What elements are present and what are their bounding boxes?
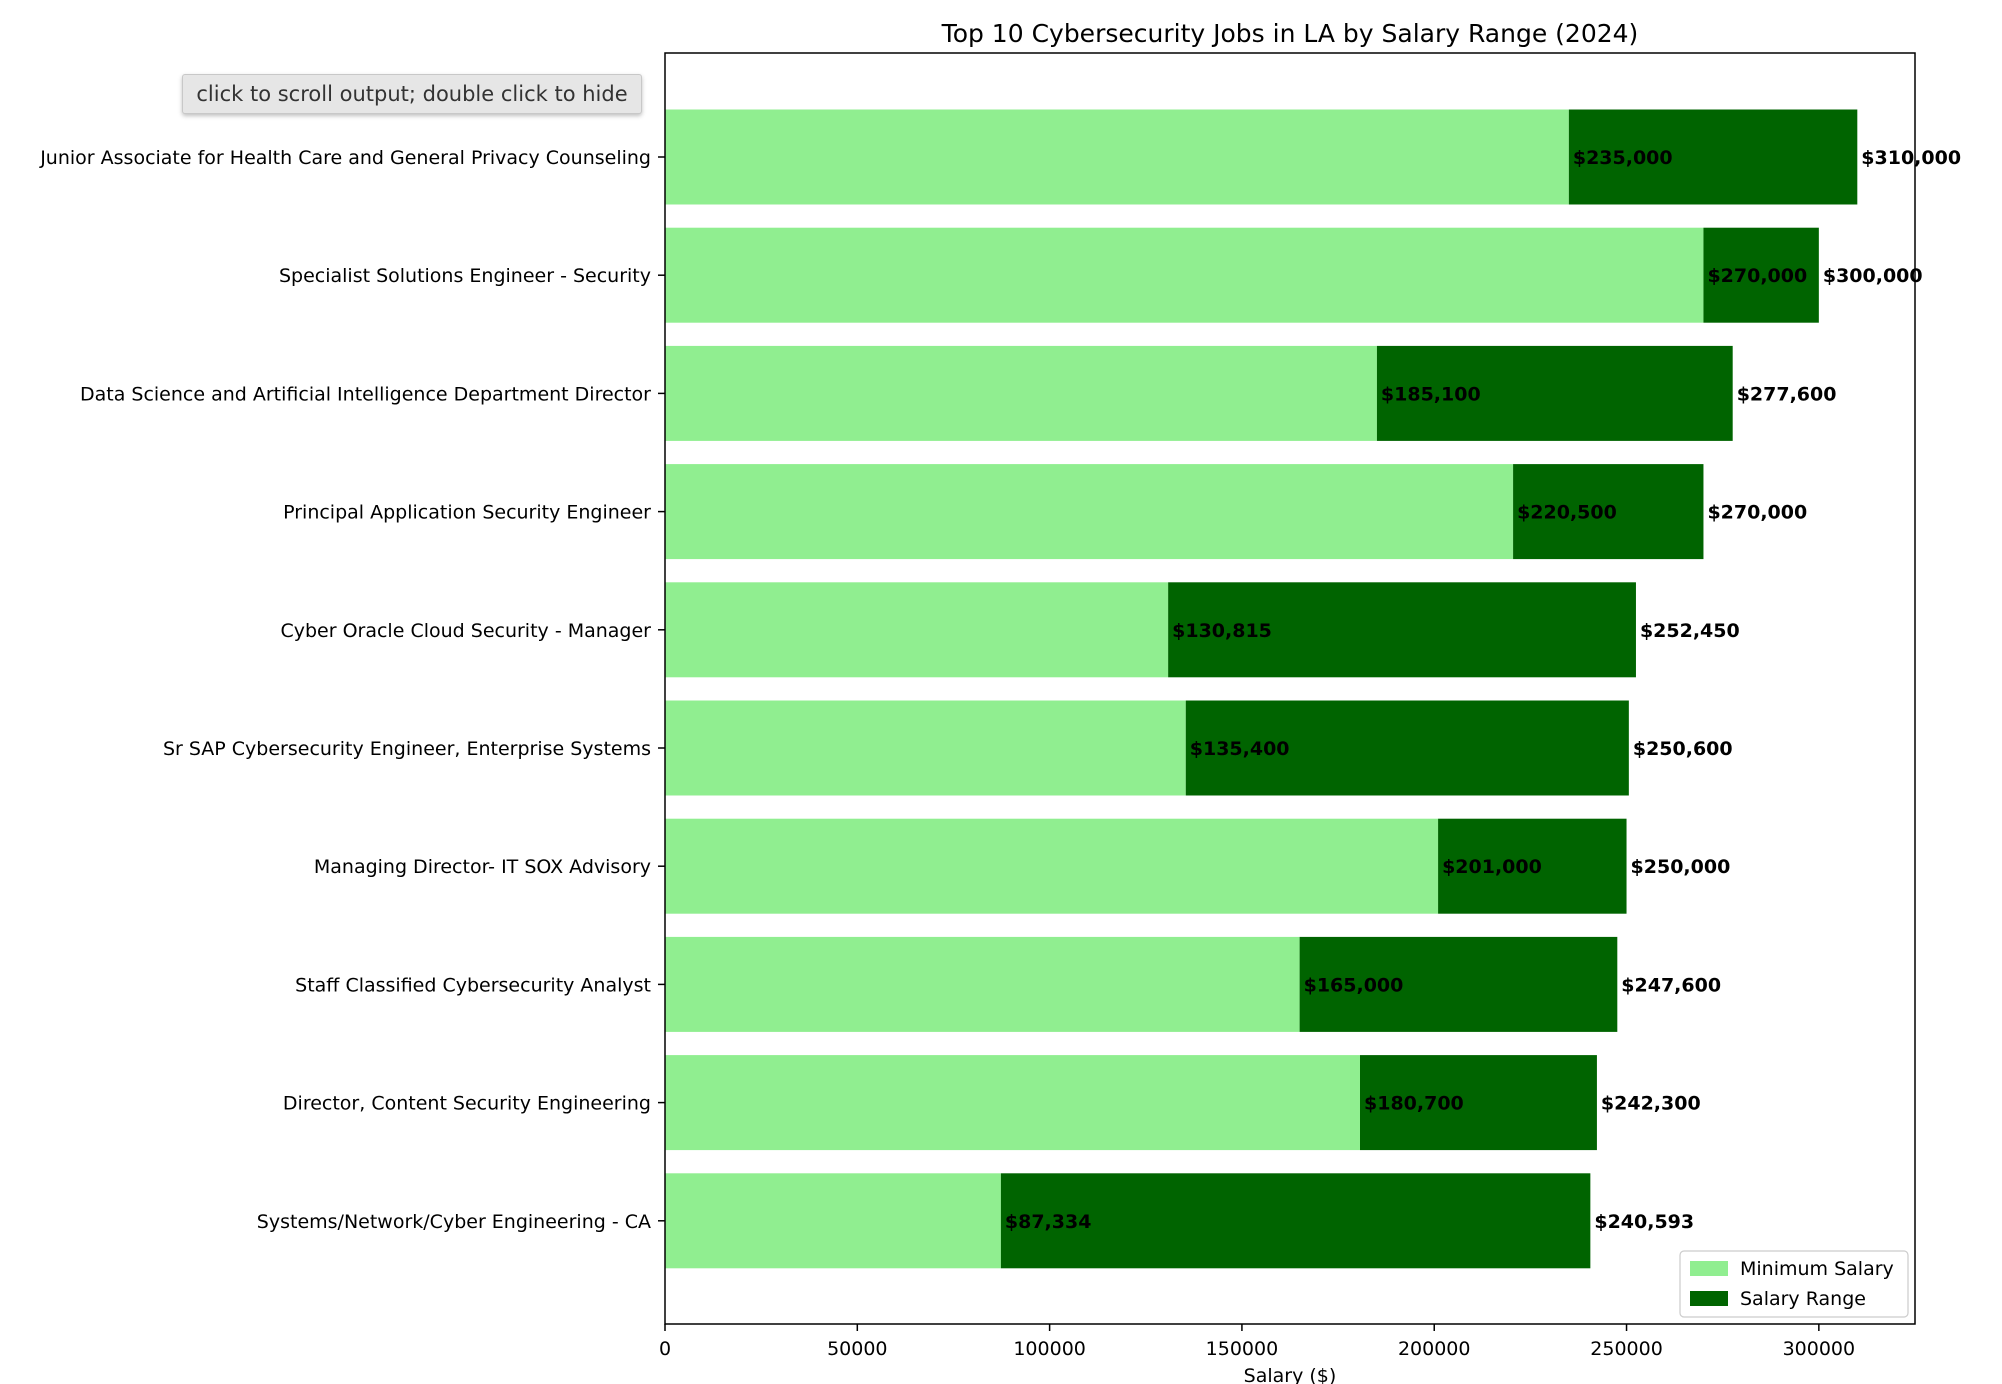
- bar-minimum-salary: [665, 1055, 1360, 1151]
- x-tick-label: 300000: [1783, 1338, 1856, 1360]
- data-label-minimum: $185,100: [1381, 383, 1481, 405]
- y-tick-label: Systems/Network/Cyber Engineering - CA: [257, 1211, 651, 1233]
- bar-salary-range: [1568, 109, 1858, 205]
- x-tick-label: 100000: [1013, 1338, 1086, 1360]
- data-label-minimum: $130,815: [1172, 620, 1272, 642]
- plot-frame: [664, 52, 1916, 1325]
- data-label-minimum: $180,700: [1364, 1093, 1464, 1115]
- y-tick-label: Junior Associate for Health Care and Gen…: [39, 147, 651, 169]
- y-tick-label: Specialist Solutions Engineer - Security: [279, 265, 651, 287]
- data-label-maximum: $250,000: [1631, 856, 1731, 878]
- bar-minimum-salary: [665, 582, 1169, 678]
- data-label-minimum: $201,000: [1442, 856, 1542, 878]
- data-label-minimum: $235,000: [1573, 147, 1673, 169]
- legend-frame: [1679, 1250, 1909, 1318]
- data-label-maximum: $247,600: [1621, 974, 1721, 996]
- data-label-minimum: $87,334: [1005, 1211, 1092, 1233]
- data-label-maximum: $242,300: [1601, 1093, 1701, 1115]
- bar-minimum-salary: [665, 227, 1704, 323]
- x-tick-label: 0: [659, 1338, 671, 1360]
- bar-salary-range: [1168, 582, 1636, 678]
- y-tick-label: Cyber Oracle Cloud Security - Manager: [280, 620, 651, 642]
- x-tick-label: 200000: [1398, 1338, 1471, 1360]
- bar-labels: $235,000 $310,000 $270,000 $300,000 $185,100…: [1005, 147, 1961, 1233]
- x-tick-label: 50000: [827, 1338, 887, 1360]
- data-label-maximum: $240,593: [1594, 1211, 1694, 1233]
- bar-salary-range: [1376, 345, 1733, 441]
- legend-swatch: [1690, 1261, 1728, 1276]
- y-tick-label: Principal Application Security Engineer: [283, 502, 651, 524]
- data-label-maximum: $300,000: [1823, 265, 1923, 287]
- y-tick-label: Data Science and Artificial Intelligence…: [80, 383, 651, 405]
- y-tick-label: Managing Director- IT SOX Advisory: [314, 856, 651, 878]
- bar-salary-range: [1513, 464, 1704, 560]
- legend-label: Salary Range: [1740, 1288, 1866, 1310]
- data-label-minimum: $220,500: [1517, 502, 1617, 524]
- bar-minimum-salary: [665, 936, 1300, 1032]
- x-axis: 0 50000 100000 150000 200000 250000 300000: [659, 1324, 1855, 1360]
- x-tick-label: 250000: [1590, 1338, 1663, 1360]
- bar-minimum-salary: [665, 1173, 1001, 1269]
- bar-salary-range: [1438, 818, 1627, 914]
- bar-minimum-salary: [665, 109, 1569, 205]
- data-label-maximum: $270,000: [1707, 502, 1807, 524]
- data-label-maximum: $252,450: [1640, 620, 1740, 642]
- x-axis-label: Salary ($): [1244, 1365, 1337, 1384]
- y-tick-label: Staff Classified Cybersecurity Analyst: [295, 974, 651, 996]
- bar-minimum-salary: [665, 345, 1377, 441]
- data-label-minimum: $165,000: [1304, 974, 1404, 996]
- legend-swatch: [1690, 1291, 1728, 1306]
- bar-minimum-salary: [665, 700, 1186, 796]
- bar-salary-range: [1185, 700, 1629, 796]
- data-label-minimum: $270,000: [1707, 265, 1807, 287]
- y-axis: Junior Associate for Health Care and Gen…: [39, 147, 665, 1233]
- bar-minimum-salary: [665, 818, 1439, 914]
- bar-minimum-salary: [665, 464, 1514, 560]
- x-tick-label: 150000: [1206, 1338, 1279, 1360]
- legend: Minimum Salary Salary Range: [1679, 1250, 1909, 1318]
- bar-salary-range: [1360, 1055, 1597, 1151]
- bar-salary-range: [1299, 936, 1618, 1032]
- data-label-minimum: $135,400: [1190, 738, 1290, 760]
- output-scroll-toggle[interactable]: click to scroll output; double click to …: [182, 74, 642, 114]
- bar-salary-range: [1000, 1173, 1591, 1269]
- bars: [665, 109, 1858, 1269]
- bar-salary-range: [1703, 227, 1819, 323]
- y-tick-label: Sr SAP Cybersecurity Engineer, Enterpris…: [163, 738, 651, 760]
- y-tick-label: Director, Content Security Engineering: [283, 1093, 651, 1115]
- data-label-maximum: $250,600: [1633, 738, 1733, 760]
- data-label-maximum: $310,000: [1861, 147, 1961, 169]
- data-label-maximum: $277,600: [1737, 383, 1837, 405]
- legend-label: Minimum Salary: [1740, 1258, 1894, 1280]
- chart-title: Top 10 Cybersecurity Jobs in LA by Salar…: [941, 19, 1639, 48]
